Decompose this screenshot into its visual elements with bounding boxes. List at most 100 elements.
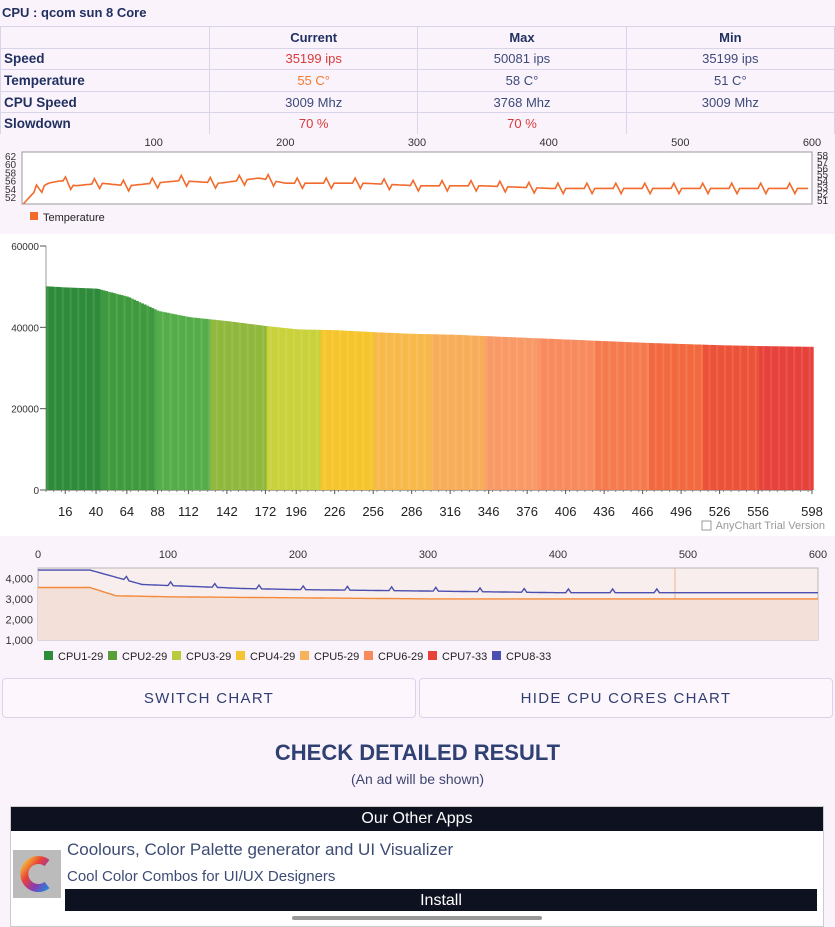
speed-area-bar <box>187 316 191 490</box>
speed-area-bar <box>800 346 804 490</box>
speed-area-bar <box>343 330 347 490</box>
speed-area-bar <box>210 319 214 490</box>
speed-area-bar <box>397 333 401 490</box>
speed-area-bar <box>582 340 586 490</box>
speed-x-tick: 226 <box>324 504 346 519</box>
stats-min: 3009 Mhz <box>625 90 835 114</box>
cores-x-tick: 0 <box>35 549 41 561</box>
speed-area-bar <box>723 345 727 490</box>
speed-area-bar <box>631 342 635 490</box>
cores-legend-swatch <box>364 651 373 660</box>
stats-min: 51 C° <box>625 69 835 92</box>
speed-area-bar <box>158 311 162 490</box>
speed-area-bar <box>176 314 180 490</box>
speed-area-bar <box>128 297 132 490</box>
ad-notice: (An ad will be shown) <box>350 771 485 787</box>
speed-area-bar <box>338 330 342 490</box>
speed-area-bar <box>682 344 686 490</box>
speed-area-bar <box>220 320 224 490</box>
speed-area-bar <box>379 332 383 490</box>
speed-area-bar <box>217 320 221 490</box>
stats-label: CPU Speed <box>0 90 210 114</box>
speed-area-bar <box>559 339 563 490</box>
speed-area-bar <box>782 346 786 490</box>
speed-area-bar <box>690 344 694 490</box>
speed-area-bar <box>333 330 337 490</box>
speed-area-bar <box>692 344 696 490</box>
speed-x-tick: 142 <box>216 504 238 519</box>
speed-area-bar <box>672 343 676 490</box>
speed-area-bar <box>366 331 370 490</box>
speed-area-bar <box>795 346 799 490</box>
speed-area-bar <box>461 335 465 490</box>
speed-area-bar <box>130 298 134 490</box>
speed-area-bar <box>446 334 450 490</box>
speed-area-bar <box>310 329 314 490</box>
speed-area-bar <box>733 345 737 490</box>
speed-area-bar <box>69 287 73 490</box>
speed-area-bar <box>528 338 532 490</box>
speed-area-bar <box>513 337 516 490</box>
cores-x-tick: 400 <box>549 549 567 561</box>
speed-area-bar <box>182 315 185 490</box>
speed-x-tick: 526 <box>709 504 731 519</box>
speed-area-bar <box>641 342 645 490</box>
speed-area-bar <box>123 295 126 490</box>
cores-legend-swatch <box>172 651 181 660</box>
speed-area-bar <box>720 345 724 490</box>
speed-area-bar <box>300 329 304 490</box>
speed-area-bar <box>410 333 414 490</box>
speed-area-bar <box>651 343 655 490</box>
stats-label: Temperature <box>0 69 210 92</box>
speed-area-bar <box>536 338 540 490</box>
speed-area-bar <box>94 288 98 490</box>
speed-area-bar <box>420 334 424 490</box>
speed-area-bar <box>482 336 486 490</box>
switch-chart-button[interactable]: SWITCH CHART <box>2 678 416 718</box>
cores-legend-label: CPU8-33 <box>506 651 551 663</box>
speed-area-bar <box>371 332 375 490</box>
install-button[interactable]: Install <box>65 889 817 911</box>
speed-area-bar <box>84 288 88 490</box>
speed-area-bar <box>328 330 332 490</box>
speed-area-bar <box>597 340 601 490</box>
cores-y-tick: 1,000 <box>5 635 33 647</box>
speed-area-bar <box>81 288 85 490</box>
speed-area-bar <box>518 337 522 490</box>
stats-max: 50081 ips <box>417 47 627 71</box>
speed-area-bar <box>228 321 232 490</box>
speed-area-bar <box>400 333 404 490</box>
ad-banner[interactable]: Our Other Apps Coolours, Color Palette g… <box>10 806 824 927</box>
check-detailed-result-link[interactable]: CHECK DETAILED RESULT <box>274 740 561 765</box>
speed-area-bar <box>520 337 524 490</box>
speed-area-bar <box>767 346 771 490</box>
speed-area-bar <box>169 313 173 490</box>
stats-min: 35199 ips <box>625 47 835 71</box>
speed-area-bar <box>318 329 321 490</box>
temperature-chart-svg: 100 200 300 400 500 6006260585654525857565554… <box>5 137 829 224</box>
speed-area-bar <box>710 344 714 490</box>
speed-area-bar <box>51 286 55 490</box>
speed-area-bar <box>235 322 239 490</box>
speed-area-bar <box>61 287 65 490</box>
stats-header-max: Max <box>417 26 627 49</box>
speed-area-bar <box>556 339 560 490</box>
speed-area-bar <box>423 334 427 490</box>
speed-area-bar <box>797 346 801 490</box>
speed-area-bar <box>194 317 198 490</box>
ad-app-name[interactable]: Coolours, Color Palette generator and UI… <box>67 840 454 859</box>
speed-area-bar <box>649 343 652 490</box>
hide-cpu-cores-chart-button[interactable]: HIDE CPU CORES CHART <box>419 678 833 718</box>
cpu-cores-chart-svg: 0 100 200 300 400 500 600 4,000 3,000 2,000 1,000 C… <box>5 549 827 663</box>
home-indicator[interactable] <box>292 916 542 920</box>
stats-header-row: Current Max Min <box>0 26 835 49</box>
stats-current: 3009 Mhz <box>208 90 419 114</box>
speed-area-bar <box>759 346 763 490</box>
speed-area-bar <box>282 327 286 490</box>
speed-area-bar <box>287 328 291 490</box>
speed-area-bar <box>790 346 794 490</box>
speed-x-tick: 256 <box>362 504 384 519</box>
speed-area-bar <box>687 344 691 490</box>
speed-area-bar <box>500 336 504 490</box>
temperature-legend-swatch <box>30 212 38 220</box>
